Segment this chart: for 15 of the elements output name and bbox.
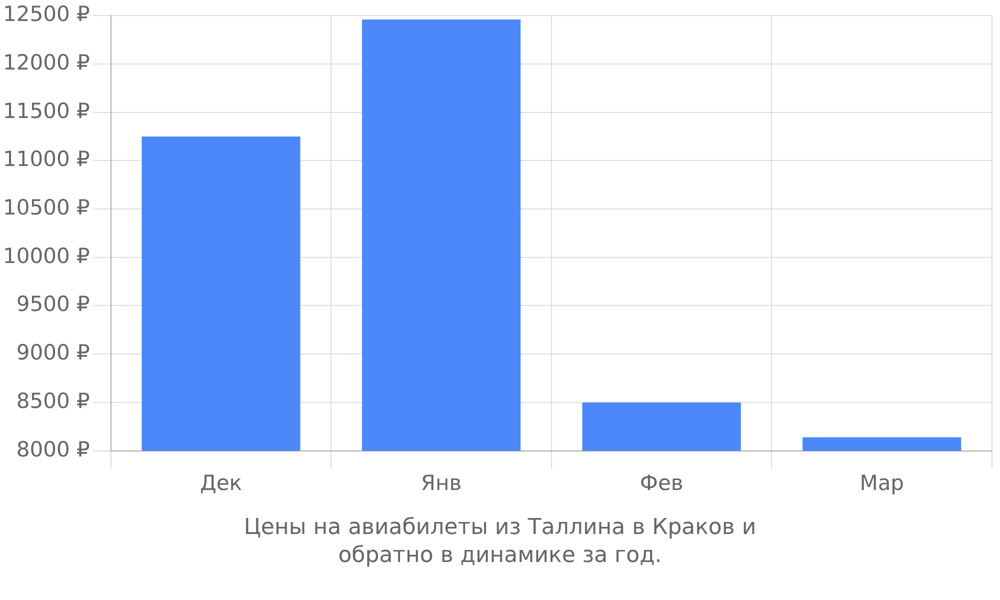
x-tick-label: Мар	[860, 470, 904, 495]
y-tick-label: 10500 ₽	[2, 195, 90, 220]
x-tick-label: Дек	[200, 470, 242, 495]
y-tick-label: 9500 ₽	[16, 292, 90, 316]
text: Цены на авиабилеты из Таллина в Краков и обратно в динамике за год.	[242, 514, 758, 570]
x-tick-label: Янв	[420, 470, 462, 495]
y-tick-label: 9000 ₽	[16, 340, 90, 365]
y-tick-label: 10000 ₽	[2, 244, 90, 268]
y-tick-label: 11500 ₽	[2, 98, 90, 123]
x-tick-label: Фев	[640, 470, 684, 495]
y-tick-label: 8000 ₽	[16, 437, 90, 462]
y-tick-label: 11000 ₽	[2, 147, 90, 172]
y-tick-label: 12500 ₽	[2, 2, 90, 26]
y-tick-label: 8500 ₽	[16, 388, 90, 413]
y-tick-label: 12000 ₽	[2, 50, 90, 74]
